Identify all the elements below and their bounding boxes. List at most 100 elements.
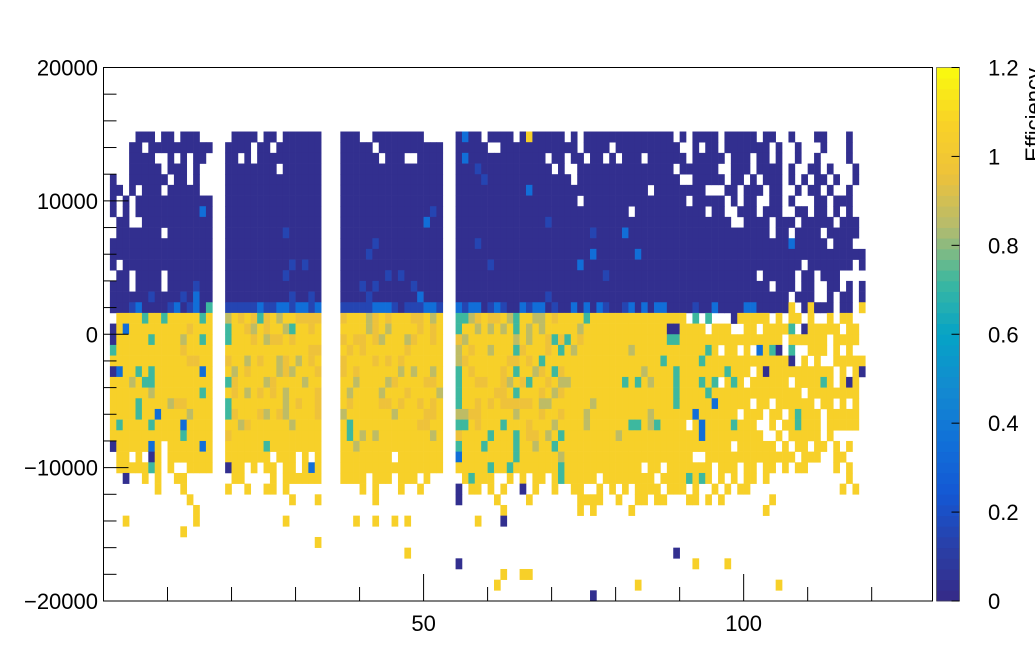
heatmap-cell: [538, 472, 546, 484]
heatmap-cell: [545, 334, 552, 346]
heatmap-cell: [673, 270, 680, 282]
heatmap-cell: [570, 291, 578, 303]
heatmap-cell: [154, 387, 162, 399]
heatmap-cell: [417, 227, 424, 239]
heatmap-cell: [263, 280, 271, 292]
heatmap-cell: [609, 451, 616, 463]
heatmap-cell: [135, 142, 143, 154]
heatmap-cell: [161, 259, 168, 271]
heatmap-cell: [628, 462, 636, 474]
heatmap-cell: [487, 398, 495, 410]
heatmap-cell: [519, 142, 527, 154]
heatmap-cell: [852, 174, 860, 186]
heatmap-cell: [474, 216, 482, 228]
heatmap-cell: [346, 238, 354, 250]
heatmap-cell: [782, 462, 789, 474]
heatmap-cell: [308, 419, 316, 431]
heatmap-cell: [737, 387, 744, 399]
heatmap-cell: [705, 163, 712, 175]
heatmap-cell: [545, 238, 552, 250]
heatmap-cell: [205, 440, 213, 452]
heatmap-cell: [551, 270, 559, 282]
heatmap-cell: [545, 451, 552, 463]
heatmap-cell: [500, 195, 508, 207]
heatmap-cell: [814, 174, 821, 186]
heatmap-cell: [839, 302, 847, 314]
heatmap-cell: [634, 227, 642, 239]
heatmap-cell: [634, 291, 642, 303]
heatmap-cell: [570, 142, 578, 154]
heatmap-cell: [807, 376, 815, 388]
heatmap-cell: [737, 291, 744, 303]
heatmap-cell: [814, 408, 821, 420]
heatmap-cell: [647, 142, 655, 154]
heatmap-cell: [686, 206, 693, 218]
heatmap-cell: [205, 291, 213, 303]
heatmap-cell: [698, 334, 706, 346]
heatmap-cell: [762, 451, 770, 463]
heatmap-cell: [135, 344, 143, 356]
heatmap-cell: [718, 366, 725, 378]
heatmap-cell: [788, 451, 796, 463]
heatmap-cell: [199, 227, 207, 239]
heatmap-cell: [615, 494, 623, 506]
heatmap-cell: [481, 302, 488, 314]
heatmap-cell: [391, 302, 399, 314]
heatmap-cell: [148, 408, 156, 420]
heatmap-cell: [801, 238, 808, 250]
heatmap-cell: [782, 291, 789, 303]
heatmap-cell: [532, 238, 540, 250]
heatmap-cell: [647, 131, 655, 143]
heatmap-cell: [276, 408, 284, 420]
heatmap-cell: [660, 174, 668, 186]
heatmap-cell: [545, 419, 552, 431]
heatmap-cell: [737, 270, 744, 282]
heatmap-cell: [263, 366, 271, 378]
heatmap-cell: [769, 376, 776, 388]
heatmap-cell: [513, 376, 520, 388]
heatmap-cell: [257, 216, 264, 228]
heatmap-cell: [769, 451, 776, 463]
heatmap-cell: [257, 408, 264, 420]
heatmap-cell: [141, 152, 149, 164]
heatmap-cell: [244, 366, 252, 378]
heatmap-cell: [679, 302, 687, 314]
heatmap-cell: [538, 344, 546, 356]
heatmap-cell: [410, 291, 418, 303]
heatmap-cell: [641, 227, 648, 239]
heatmap-cell: [141, 270, 149, 282]
heatmap-cell: [372, 376, 380, 388]
heatmap-cell: [692, 142, 700, 154]
heatmap-cell: [404, 408, 412, 420]
heatmap-cell: [372, 430, 380, 442]
heatmap-cell: [289, 174, 296, 186]
heatmap-cell: [365, 376, 373, 388]
heatmap-cell: [340, 472, 348, 484]
heatmap-cell: [481, 334, 488, 346]
heatmap-cell: [436, 451, 444, 463]
heatmap-cell: [404, 344, 412, 356]
heatmap-cell: [391, 515, 399, 527]
heatmap-cell: [244, 302, 252, 314]
heatmap-cell: [436, 206, 444, 218]
heatmap-cell: [385, 291, 392, 303]
heatmap-cell: [263, 376, 271, 388]
heatmap-cell: [122, 440, 130, 452]
heatmap-cell: [647, 376, 655, 388]
colorbar-band: [936, 78, 960, 90]
heatmap-cell: [538, 163, 546, 175]
heatmap-cell: [493, 302, 501, 314]
heatmap-cell: [743, 408, 751, 420]
heatmap-cell: [570, 302, 578, 314]
heatmap-cell: [436, 184, 444, 196]
heatmap-cell: [782, 302, 789, 314]
heatmap-cell: [186, 323, 194, 335]
heatmap-cell: [519, 206, 527, 218]
heatmap-cell: [814, 238, 821, 250]
heatmap-cell: [461, 430, 469, 442]
heatmap-cell: [641, 419, 648, 431]
heatmap-cell: [314, 408, 322, 420]
heatmap-cell: [730, 195, 738, 207]
heatmap-cell: [590, 163, 597, 175]
heatmap-cell: [250, 238, 258, 250]
